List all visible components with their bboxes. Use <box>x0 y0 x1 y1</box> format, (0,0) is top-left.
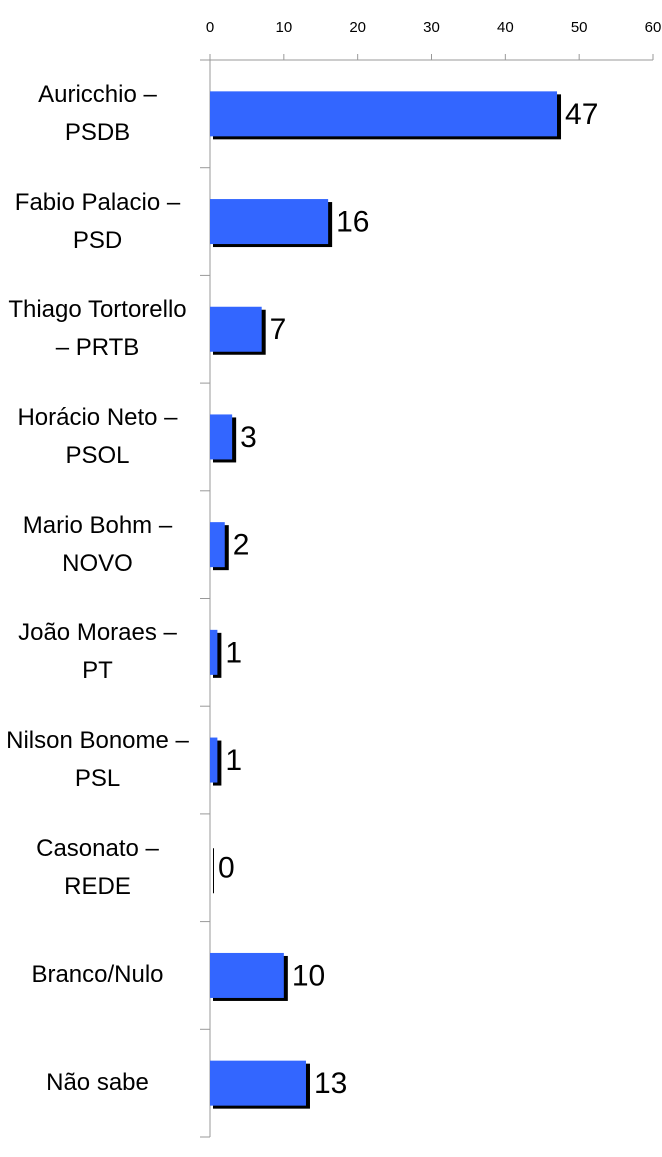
value-label: 13 <box>314 1067 347 1100</box>
value-label: 7 <box>270 313 287 346</box>
x-tick-label: 10 <box>275 19 292 36</box>
x-tick-label: 50 <box>571 19 588 36</box>
bar <box>210 199 329 245</box>
value-label: 1 <box>225 636 242 669</box>
category-label: Horácio Neto – PSOL <box>17 403 178 469</box>
value-label: 3 <box>240 421 257 454</box>
category-label: Fabio Palacio – PSD <box>14 188 181 254</box>
value-label: 1 <box>225 744 242 777</box>
bar <box>210 414 233 460</box>
value-label: 47 <box>565 98 598 131</box>
category-label: Nilson Bonome – PSL <box>6 727 189 793</box>
bar <box>210 306 262 352</box>
value-label: 0 <box>218 852 235 885</box>
x-tick-label: 60 <box>645 19 662 36</box>
bar <box>210 737 218 783</box>
value-label: 10 <box>292 959 325 992</box>
category-label: Mario Bohm – NOVO <box>22 511 173 577</box>
bar-shadow <box>213 848 214 894</box>
value-label: 16 <box>336 205 369 238</box>
bar <box>210 1060 306 1106</box>
x-tick-label: 30 <box>423 19 440 36</box>
bar <box>210 522 225 568</box>
value-label: 2 <box>233 529 250 562</box>
category-label: Branco/Nulo <box>31 961 164 989</box>
category-label: Thiago Tortorello – PRTB <box>8 296 187 362</box>
bar <box>210 952 284 998</box>
category-label: Não sabe <box>46 1069 149 1097</box>
category-label: Casonato – REDE <box>36 834 159 900</box>
bar <box>210 629 218 675</box>
category-label: João Moraes – PT <box>18 619 177 685</box>
x-tick-label: 40 <box>497 19 514 36</box>
bar <box>210 91 558 137</box>
x-tick-label: 0 <box>206 19 214 36</box>
category-label: Auricchio – PSDB <box>38 80 157 146</box>
x-tick-label: 20 <box>349 19 366 36</box>
